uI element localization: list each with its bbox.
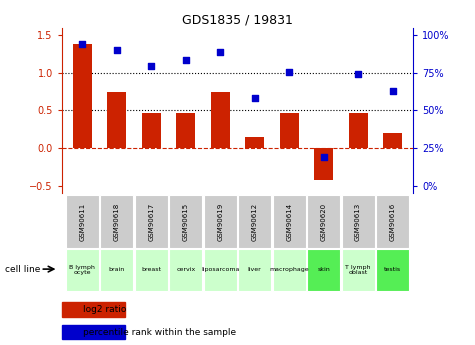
Bar (176, 113, 195, 148)
Point (217, 50, 224, 55)
Text: skin: skin (317, 267, 330, 273)
FancyBboxPatch shape (100, 196, 133, 248)
Bar (62, 302, 125, 317)
Text: testis: testis (384, 267, 401, 273)
Text: cell line: cell line (5, 265, 40, 274)
Point (79, 41, 86, 47)
Bar (349, 114, 368, 148)
Point (320, 154, 327, 160)
Title: GDS1835 / 19831: GDS1835 / 19831 (182, 13, 293, 27)
Bar (107, 92, 126, 148)
FancyBboxPatch shape (66, 196, 99, 248)
Point (251, 96, 258, 101)
Text: GSM90613: GSM90613 (355, 203, 361, 241)
Text: GSM90615: GSM90615 (183, 203, 189, 241)
FancyBboxPatch shape (169, 196, 202, 248)
FancyBboxPatch shape (307, 249, 340, 291)
FancyBboxPatch shape (66, 249, 99, 291)
FancyBboxPatch shape (273, 196, 306, 248)
Text: brain: brain (109, 267, 125, 273)
FancyBboxPatch shape (376, 196, 409, 248)
Bar (62, 325, 125, 339)
Text: cervix: cervix (176, 267, 195, 273)
FancyBboxPatch shape (376, 249, 409, 291)
Bar (142, 113, 161, 148)
Bar (383, 133, 402, 148)
Point (285, 69, 293, 75)
Bar (314, 148, 333, 180)
Bar (73, 44, 92, 148)
FancyBboxPatch shape (342, 196, 375, 248)
Text: GSM90617: GSM90617 (148, 203, 154, 241)
FancyBboxPatch shape (169, 249, 202, 291)
Text: GSM90612: GSM90612 (252, 203, 258, 241)
Text: macrophage: macrophage (269, 267, 309, 273)
Text: GSM90618: GSM90618 (114, 203, 120, 241)
Text: liposarcoma: liposarcoma (201, 267, 239, 273)
Text: breast: breast (142, 267, 162, 273)
Text: GSM90619: GSM90619 (217, 203, 223, 241)
FancyBboxPatch shape (100, 249, 133, 291)
FancyBboxPatch shape (135, 196, 168, 248)
Text: GSM90620: GSM90620 (321, 203, 327, 241)
Bar (280, 113, 299, 148)
Text: log2 ratio: log2 ratio (83, 305, 126, 314)
Point (389, 88, 396, 93)
Point (148, 63, 155, 69)
Text: GSM90616: GSM90616 (390, 203, 396, 241)
Text: GSM90614: GSM90614 (286, 203, 292, 241)
FancyBboxPatch shape (204, 196, 237, 248)
Text: B lymph
ocyte: B lymph ocyte (69, 265, 95, 275)
Point (354, 71, 362, 76)
Point (182, 57, 190, 63)
FancyBboxPatch shape (204, 249, 237, 291)
Text: liver: liver (248, 267, 262, 273)
FancyBboxPatch shape (273, 249, 306, 291)
FancyBboxPatch shape (307, 196, 340, 248)
Text: percentile rank within the sample: percentile rank within the sample (83, 328, 236, 337)
Text: GSM90611: GSM90611 (79, 203, 86, 241)
Text: T lymph
oblast: T lymph oblast (345, 265, 371, 275)
Bar (211, 91, 230, 148)
FancyBboxPatch shape (135, 249, 168, 291)
Point (113, 47, 121, 53)
FancyBboxPatch shape (238, 249, 271, 291)
FancyBboxPatch shape (238, 196, 271, 248)
Bar (245, 138, 264, 148)
FancyBboxPatch shape (342, 249, 375, 291)
